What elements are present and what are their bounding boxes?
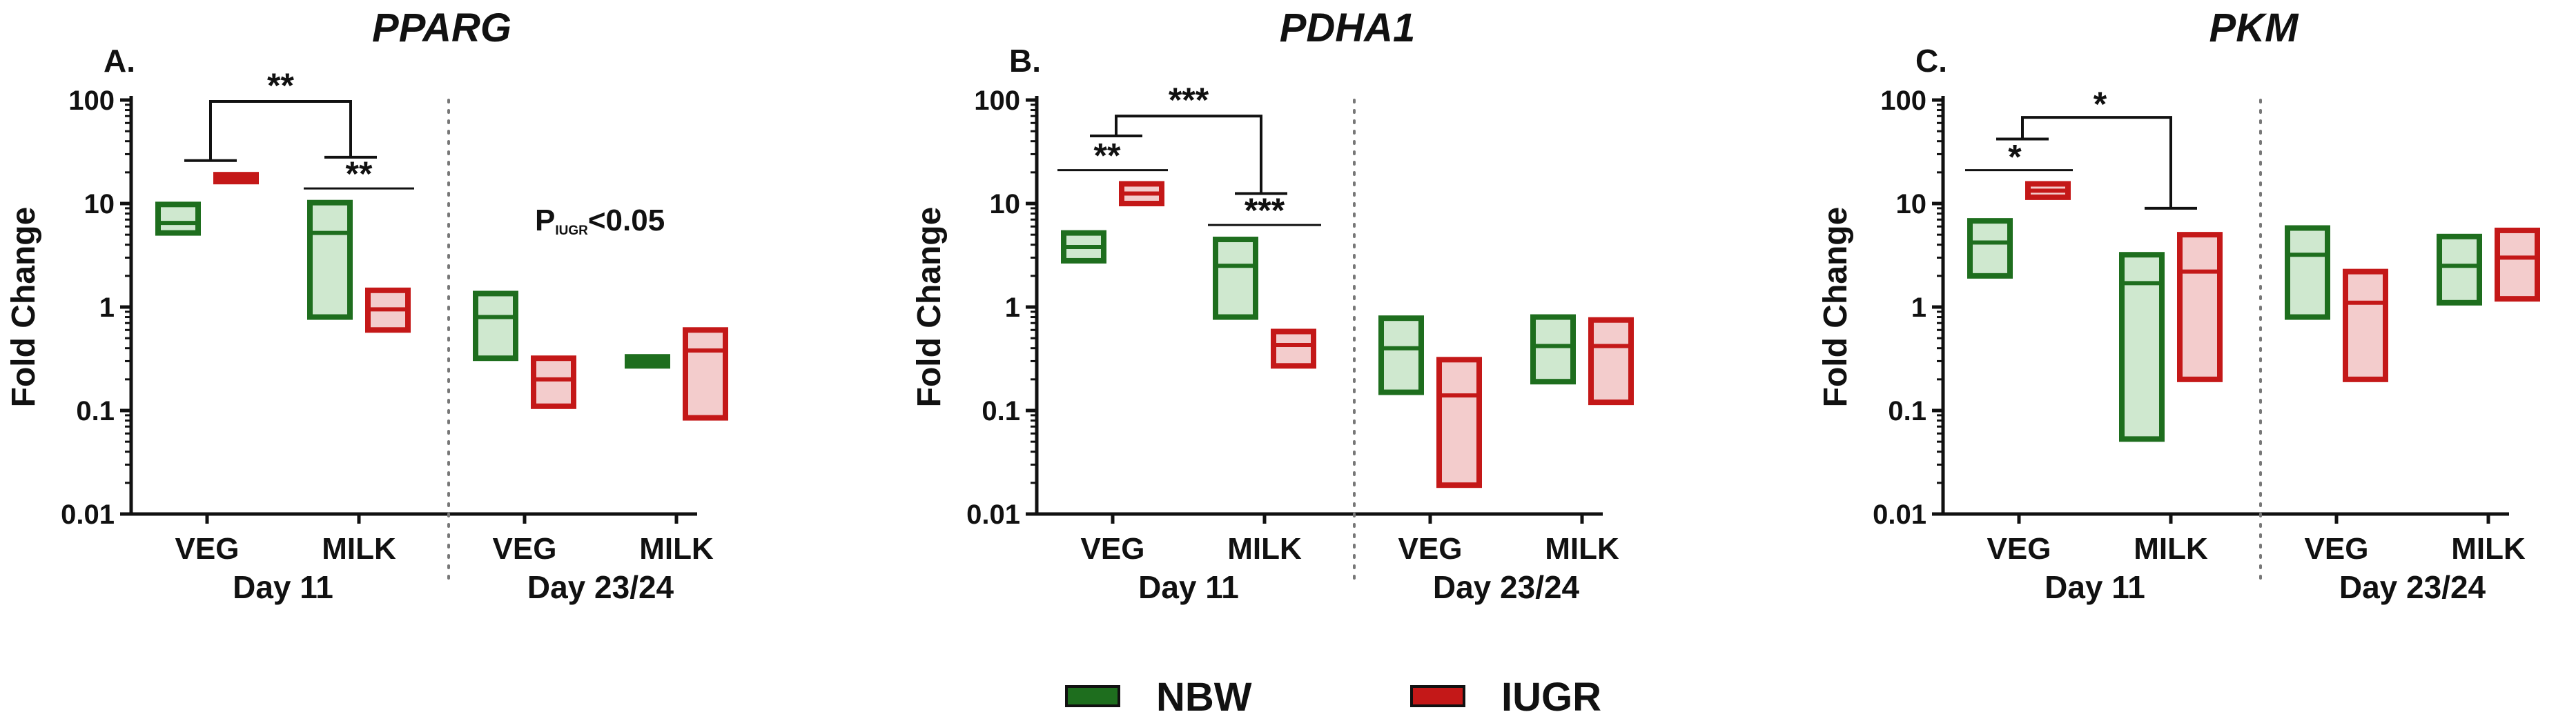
y-axis-label: Fold Change bbox=[6, 207, 42, 408]
y-axis-label: Fold Change bbox=[1817, 207, 1854, 408]
bar-nbw-1 bbox=[1213, 237, 1258, 320]
x-tick-label-milk: MILK bbox=[639, 532, 714, 566]
y-tick-label: 100 bbox=[1880, 86, 1926, 116]
legend: NBW IUGR bbox=[1065, 675, 1601, 720]
bar-nbw-3 bbox=[625, 354, 670, 369]
sig-stars: ** bbox=[267, 66, 294, 105]
panel-label: C. bbox=[1915, 43, 1947, 79]
p-iugr-annotation: PIUGR<0.05 bbox=[535, 204, 665, 238]
day-label-23-24: Day 23/24 bbox=[2339, 569, 2486, 605]
x-tick-label-veg: VEG bbox=[1398, 532, 1463, 566]
y-axis-label: Fold Change bbox=[911, 207, 948, 408]
x-tick-label-veg: VEG bbox=[175, 532, 240, 566]
day-label-11: Day 11 bbox=[233, 569, 333, 605]
y-tick-label: 10 bbox=[84, 189, 115, 219]
bar-iugr-1 bbox=[1271, 328, 1316, 369]
y-tick-label: 100 bbox=[68, 86, 115, 116]
bar-nbw-2 bbox=[473, 290, 518, 362]
sig-bracket-veg-vs-milk bbox=[1996, 116, 2197, 210]
x-tick-label-milk: MILK bbox=[1227, 532, 1302, 566]
sig-stars: *** bbox=[1245, 191, 1285, 230]
y-tick-label: 0.1 bbox=[1888, 396, 1926, 426]
sig-bracket-veg-vs-milk bbox=[184, 100, 377, 162]
y-tick-label: 1 bbox=[99, 293, 115, 323]
panel-label: B. bbox=[1009, 43, 1041, 79]
bar-nbw-3 bbox=[2437, 233, 2482, 306]
day-label-11: Day 11 bbox=[2045, 569, 2145, 605]
chart-title: PPARG bbox=[372, 6, 511, 50]
sig-stars: * bbox=[2094, 85, 2107, 124]
legend-swatch-core bbox=[1418, 692, 1457, 700]
bar-iugr-0 bbox=[213, 172, 259, 185]
bar-nbw-2 bbox=[2285, 225, 2330, 320]
bar-nbw-0 bbox=[1967, 218, 2013, 279]
x-tick-label-milk: MILK bbox=[2451, 532, 2526, 566]
y-tick-label: 0.01 bbox=[61, 500, 115, 530]
chart-title: PKM bbox=[2209, 6, 2300, 50]
y-tick-label: 0.1 bbox=[76, 396, 115, 426]
bar-iugr-3 bbox=[2495, 227, 2540, 302]
x-tick-label-milk: MILK bbox=[2134, 532, 2208, 566]
chart-title: PDHA1 bbox=[1280, 6, 1416, 50]
y-tick-label: 10 bbox=[1896, 189, 1927, 219]
y-tick-label: 100 bbox=[974, 86, 1020, 116]
bar-iugr-3 bbox=[1588, 317, 1634, 406]
sig-stars: ** bbox=[1094, 137, 1121, 175]
panel-label: A. bbox=[104, 43, 135, 79]
x-tick-label-milk: MILK bbox=[322, 532, 396, 566]
bar-iugr-1 bbox=[2177, 232, 2223, 382]
legend-label-nbw: NBW bbox=[1156, 675, 1252, 720]
bar-nbw-0 bbox=[155, 201, 201, 236]
bar-iugr-2 bbox=[531, 355, 576, 409]
x-tick-label-milk: MILK bbox=[1545, 532, 1619, 566]
bar-iugr-2 bbox=[2343, 268, 2388, 382]
bar-nbw-1 bbox=[307, 199, 353, 320]
sig-stars: * bbox=[2008, 138, 2022, 177]
x-tick-label-veg: VEG bbox=[1081, 532, 1145, 566]
bar-iugr-2 bbox=[1436, 357, 1482, 488]
legend-label-iugr: IUGR bbox=[1501, 675, 1601, 720]
day-label-23-24: Day 23/24 bbox=[1433, 569, 1580, 605]
bar-nbw-2 bbox=[1378, 315, 1424, 395]
bar-nbw-3 bbox=[1530, 314, 1576, 385]
bar-iugr-3 bbox=[683, 327, 728, 421]
y-tick-label: 0.01 bbox=[1873, 500, 1926, 530]
legend-swatch-core bbox=[1073, 692, 1112, 700]
day-label-23-24: Day 23/24 bbox=[527, 569, 674, 605]
y-tick-label: 0.1 bbox=[982, 396, 1020, 426]
x-tick-label-veg: VEG bbox=[2305, 532, 2369, 566]
sig-stars: *** bbox=[1169, 81, 1209, 119]
panel-b: PDHA1 B. Fold Change 100 10 1 0.1 0.01 VEG MILK VE… bbox=[911, 6, 1634, 605]
y-tick-label: 0.01 bbox=[966, 500, 1020, 530]
y-tick-label: 1 bbox=[1911, 293, 1926, 323]
x-tick-label-veg: VEG bbox=[1987, 532, 2051, 566]
panel-a: PPARG A. Fold Change 100 10 1 0.1 0.01 VEG MILK VE… bbox=[6, 6, 728, 605]
sig-bracket-veg-vs-milk bbox=[1090, 115, 1287, 195]
x-tick-label-veg: VEG bbox=[493, 532, 557, 566]
panel-c: PKM C. Fold Change 100 10 1 0.1 0.01 VEG MILK VEG M… bbox=[1817, 6, 2540, 605]
y-tick-label: 1 bbox=[1005, 293, 1020, 323]
y-tick-label: 10 bbox=[990, 189, 1021, 219]
bar-nbw-1 bbox=[2119, 252, 2165, 442]
day-label-11: Day 11 bbox=[1138, 569, 1239, 605]
sig-stars: ** bbox=[346, 155, 373, 193]
